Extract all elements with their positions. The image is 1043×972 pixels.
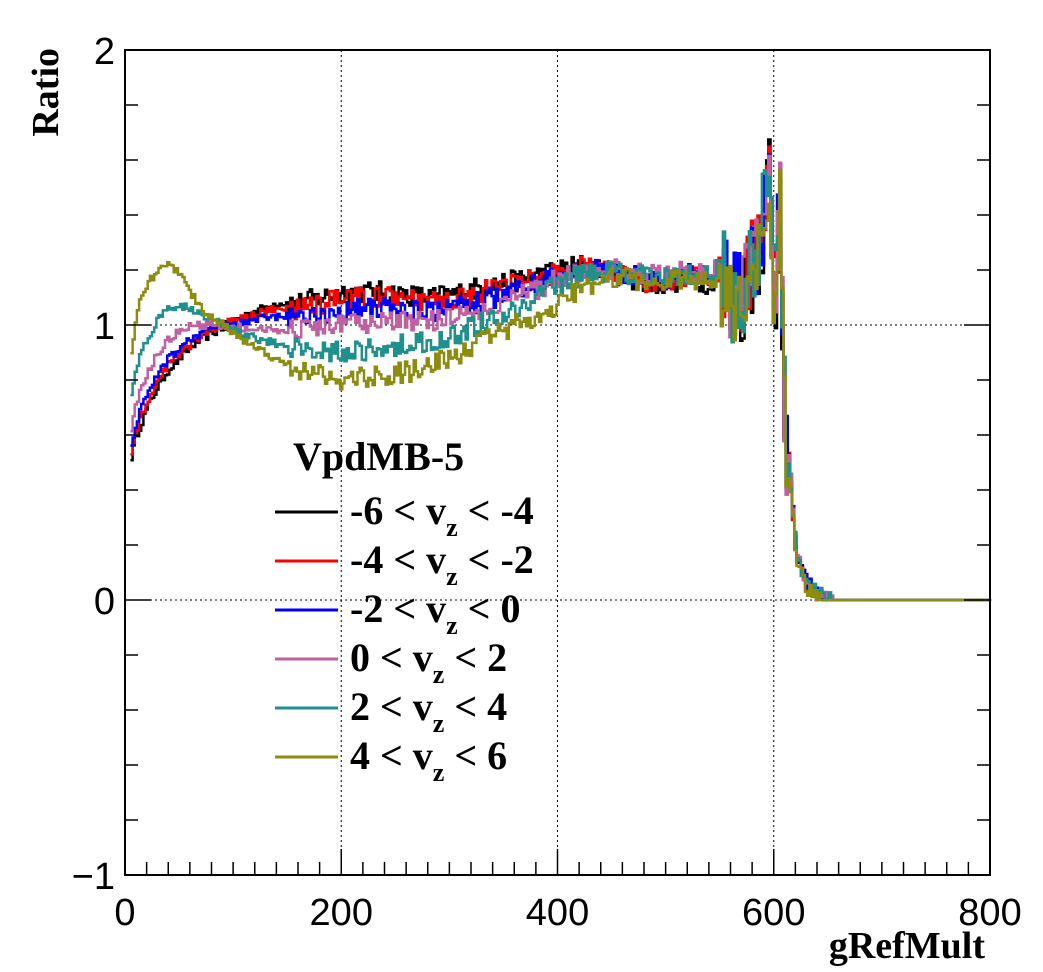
legend: VpdMB-5 -6 < vz < -4-4 < vz < -2-2 < vz … bbox=[275, 434, 534, 787]
y-axis-title: Ratio bbox=[25, 48, 67, 137]
legend-entry: -4 < vz < -2 bbox=[350, 537, 534, 591]
x-tick-label: 200 bbox=[310, 892, 373, 934]
y-tick-label: 2 bbox=[94, 31, 115, 73]
series-line bbox=[130, 145, 992, 602]
x-axis-title: gRefMult bbox=[829, 925, 986, 967]
legend-entry: 0 < vz < 2 bbox=[350, 635, 507, 689]
x-tick-label: 400 bbox=[526, 892, 589, 934]
legend-header: VpdMB-5 bbox=[293, 434, 464, 479]
y-tick-label: 0 bbox=[94, 581, 115, 623]
y-tick-label: −1 bbox=[72, 856, 115, 898]
series-line bbox=[130, 168, 992, 602]
series-line bbox=[130, 138, 992, 602]
series-lines bbox=[130, 138, 992, 602]
series-line bbox=[130, 169, 992, 602]
legend-entry: 2 < vz < 4 bbox=[350, 684, 507, 738]
y-tick-label: 1 bbox=[94, 306, 115, 348]
series-line bbox=[130, 152, 992, 602]
x-tick-label: 0 bbox=[114, 892, 135, 934]
x-tick-label: 600 bbox=[742, 892, 805, 934]
series-line bbox=[130, 154, 992, 602]
legend-entry: 4 < vz < 6 bbox=[350, 733, 507, 787]
legend-entry: -2 < vz < 0 bbox=[350, 586, 520, 640]
legend-entry: -6 < vz < -4 bbox=[350, 488, 534, 542]
axis-ticks bbox=[124, 49, 991, 876]
x-tick-label: 800 bbox=[958, 892, 1021, 934]
grid-lines bbox=[125, 50, 990, 875]
